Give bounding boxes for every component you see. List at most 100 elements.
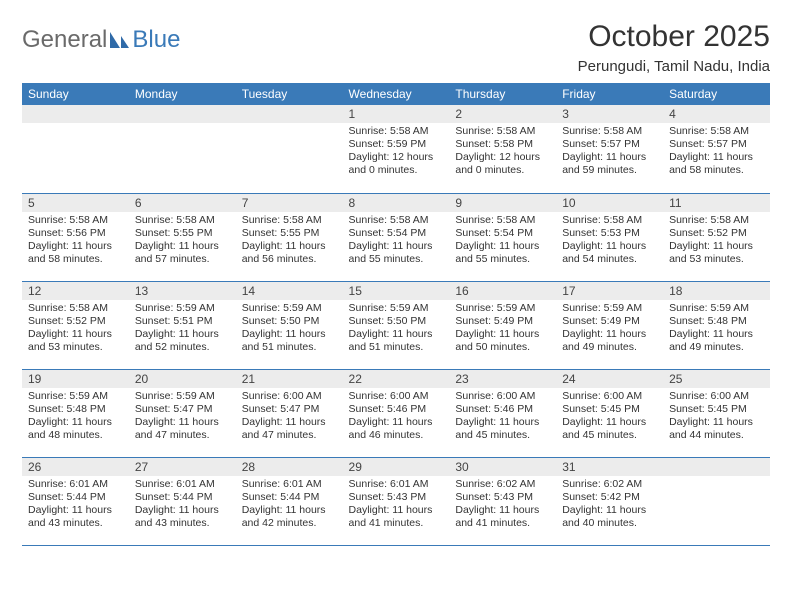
day-number: 25: [663, 370, 770, 388]
sunset-text: Sunset: 5:47 PM: [242, 403, 337, 416]
calendar-page: General Blue October 2025 Perungudi, Tam…: [0, 0, 792, 556]
day-data: Sunrise: 6:00 AMSunset: 5:47 PMDaylight:…: [236, 388, 343, 447]
day-number: 5: [22, 194, 129, 212]
calendar-cell: 8Sunrise: 5:58 AMSunset: 5:54 PMDaylight…: [343, 193, 450, 281]
calendar-cell: 2Sunrise: 5:58 AMSunset: 5:58 PMDaylight…: [449, 105, 556, 193]
calendar-cell: 15Sunrise: 5:59 AMSunset: 5:50 PMDayligh…: [343, 281, 450, 369]
daylight-text-2: and 54 minutes.: [562, 253, 657, 266]
calendar-cell: 22Sunrise: 6:00 AMSunset: 5:46 PMDayligh…: [343, 369, 450, 457]
calendar-cell: 30Sunrise: 6:02 AMSunset: 5:43 PMDayligh…: [449, 457, 556, 545]
sunrise-text: Sunrise: 6:00 AM: [455, 390, 550, 403]
calendar-cell: 5Sunrise: 5:58 AMSunset: 5:56 PMDaylight…: [22, 193, 129, 281]
daylight-text-1: Daylight: 11 hours: [562, 416, 657, 429]
sunrise-text: Sunrise: 5:58 AM: [455, 214, 550, 227]
day-number: [22, 105, 129, 123]
calendar-head: SundayMondayTuesdayWednesdayThursdayFrid…: [22, 83, 770, 105]
calendar-cell: 23Sunrise: 6:00 AMSunset: 5:46 PMDayligh…: [449, 369, 556, 457]
sunset-text: Sunset: 5:57 PM: [669, 138, 764, 151]
sunset-text: Sunset: 5:57 PM: [562, 138, 657, 151]
day-data: Sunrise: 6:00 AMSunset: 5:46 PMDaylight:…: [449, 388, 556, 447]
daylight-text-1: Daylight: 11 hours: [562, 328, 657, 341]
day-number: [663, 458, 770, 476]
day-data: Sunrise: 5:58 AMSunset: 5:55 PMDaylight:…: [129, 212, 236, 271]
sunrise-text: Sunrise: 5:58 AM: [455, 125, 550, 138]
sunset-text: Sunset: 5:55 PM: [242, 227, 337, 240]
day-data: Sunrise: 5:59 AMSunset: 5:48 PMDaylight:…: [22, 388, 129, 447]
calendar-cell: 7Sunrise: 5:58 AMSunset: 5:55 PMDaylight…: [236, 193, 343, 281]
sunrise-text: Sunrise: 5:58 AM: [562, 214, 657, 227]
daylight-text-2: and 43 minutes.: [28, 517, 123, 530]
day-data: Sunrise: 6:01 AMSunset: 5:43 PMDaylight:…: [343, 476, 450, 535]
day-data: Sunrise: 5:58 AMSunset: 5:54 PMDaylight:…: [449, 212, 556, 271]
daylight-text-1: Daylight: 11 hours: [242, 240, 337, 253]
daylight-text-1: Daylight: 11 hours: [349, 504, 444, 517]
day-data: Sunrise: 5:58 AMSunset: 5:58 PMDaylight:…: [449, 123, 556, 182]
sunrise-text: Sunrise: 5:59 AM: [135, 390, 230, 403]
daylight-text-2: and 50 minutes.: [455, 341, 550, 354]
calendar-cell: 13Sunrise: 5:59 AMSunset: 5:51 PMDayligh…: [129, 281, 236, 369]
daylight-text-1: Daylight: 11 hours: [242, 504, 337, 517]
page-header: General Blue October 2025 Perungudi, Tam…: [22, 20, 770, 75]
day-data: [236, 123, 343, 129]
sunset-text: Sunset: 5:51 PM: [135, 315, 230, 328]
sunrise-text: Sunrise: 5:59 AM: [135, 302, 230, 315]
day-number: 21: [236, 370, 343, 388]
day-data: Sunrise: 5:59 AMSunset: 5:48 PMDaylight:…: [663, 300, 770, 359]
sunrise-text: Sunrise: 5:58 AM: [669, 125, 764, 138]
calendar-week: 26Sunrise: 6:01 AMSunset: 5:44 PMDayligh…: [22, 457, 770, 545]
day-data: [22, 123, 129, 129]
day-number: 8: [343, 194, 450, 212]
daylight-text-1: Daylight: 11 hours: [28, 416, 123, 429]
daylight-text-2: and 0 minutes.: [455, 164, 550, 177]
sunrise-text: Sunrise: 5:59 AM: [242, 302, 337, 315]
sunset-text: Sunset: 5:43 PM: [455, 491, 550, 504]
day-data: Sunrise: 6:02 AMSunset: 5:42 PMDaylight:…: [556, 476, 663, 535]
calendar-cell: 18Sunrise: 5:59 AMSunset: 5:48 PMDayligh…: [663, 281, 770, 369]
day-number: 19: [22, 370, 129, 388]
month-title: October 2025: [578, 20, 770, 54]
calendar-cell: 29Sunrise: 6:01 AMSunset: 5:43 PMDayligh…: [343, 457, 450, 545]
calendar-cell: 4Sunrise: 5:58 AMSunset: 5:57 PMDaylight…: [663, 105, 770, 193]
daylight-text-1: Daylight: 11 hours: [562, 240, 657, 253]
sunset-text: Sunset: 5:46 PM: [349, 403, 444, 416]
daylight-text-1: Daylight: 11 hours: [135, 240, 230, 253]
day-data: Sunrise: 5:59 AMSunset: 5:50 PMDaylight:…: [343, 300, 450, 359]
day-data: Sunrise: 5:58 AMSunset: 5:53 PMDaylight:…: [556, 212, 663, 271]
daylight-text-2: and 46 minutes.: [349, 429, 444, 442]
calendar-cell: 17Sunrise: 5:59 AMSunset: 5:49 PMDayligh…: [556, 281, 663, 369]
daylight-text-2: and 41 minutes.: [455, 517, 550, 530]
daylight-text-1: Daylight: 11 hours: [349, 328, 444, 341]
sunset-text: Sunset: 5:50 PM: [349, 315, 444, 328]
daylight-text-1: Daylight: 12 hours: [455, 151, 550, 164]
calendar-week: 12Sunrise: 5:58 AMSunset: 5:52 PMDayligh…: [22, 281, 770, 369]
sunset-text: Sunset: 5:50 PM: [242, 315, 337, 328]
sunrise-text: Sunrise: 5:59 AM: [349, 302, 444, 315]
sunset-text: Sunset: 5:49 PM: [562, 315, 657, 328]
daylight-text-1: Daylight: 11 hours: [669, 328, 764, 341]
day-number: 13: [129, 282, 236, 300]
day-data: Sunrise: 6:00 AMSunset: 5:46 PMDaylight:…: [343, 388, 450, 447]
day-number: 12: [22, 282, 129, 300]
calendar-cell: 28Sunrise: 6:01 AMSunset: 5:44 PMDayligh…: [236, 457, 343, 545]
calendar-cell: [236, 105, 343, 193]
day-data: Sunrise: 5:59 AMSunset: 5:49 PMDaylight:…: [556, 300, 663, 359]
daylight-text-2: and 43 minutes.: [135, 517, 230, 530]
day-data: Sunrise: 6:01 AMSunset: 5:44 PMDaylight:…: [22, 476, 129, 535]
calendar-cell: 11Sunrise: 5:58 AMSunset: 5:52 PMDayligh…: [663, 193, 770, 281]
location-text: Perungudi, Tamil Nadu, India: [578, 58, 770, 75]
sunrise-text: Sunrise: 6:00 AM: [242, 390, 337, 403]
day-data: Sunrise: 5:58 AMSunset: 5:52 PMDaylight:…: [22, 300, 129, 359]
daylight-text-2: and 0 minutes.: [349, 164, 444, 177]
calendar-cell: 24Sunrise: 6:00 AMSunset: 5:45 PMDayligh…: [556, 369, 663, 457]
sunrise-text: Sunrise: 6:02 AM: [455, 478, 550, 491]
daylight-text-1: Daylight: 11 hours: [349, 240, 444, 253]
daylight-text-2: and 55 minutes.: [349, 253, 444, 266]
sunrise-text: Sunrise: 6:01 AM: [242, 478, 337, 491]
day-data: Sunrise: 6:01 AMSunset: 5:44 PMDaylight:…: [129, 476, 236, 535]
calendar-cell: 20Sunrise: 5:59 AMSunset: 5:47 PMDayligh…: [129, 369, 236, 457]
calendar-cell: 3Sunrise: 5:58 AMSunset: 5:57 PMDaylight…: [556, 105, 663, 193]
calendar-week: 19Sunrise: 5:59 AMSunset: 5:48 PMDayligh…: [22, 369, 770, 457]
day-data: Sunrise: 6:00 AMSunset: 5:45 PMDaylight:…: [663, 388, 770, 447]
daylight-text-2: and 42 minutes.: [242, 517, 337, 530]
day-data: Sunrise: 5:58 AMSunset: 5:57 PMDaylight:…: [556, 123, 663, 182]
